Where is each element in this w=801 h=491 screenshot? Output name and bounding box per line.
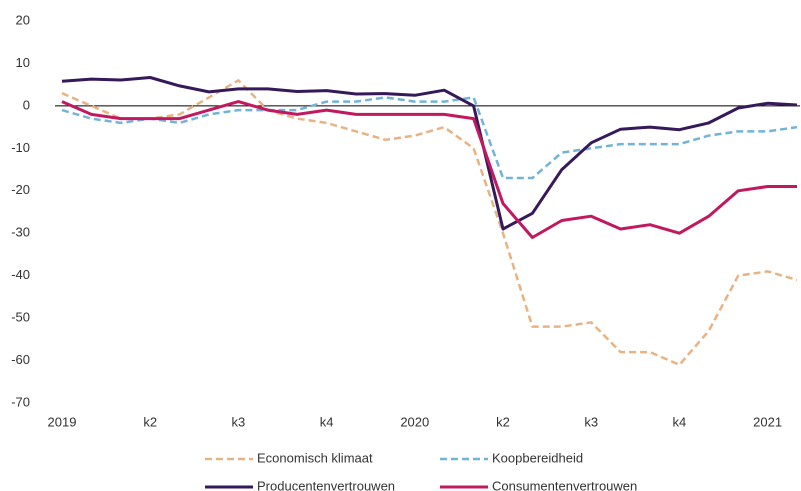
x-tick-label: k4	[673, 414, 687, 429]
x-tick-label: k4	[320, 414, 334, 429]
series-line	[61, 79, 798, 367]
x-tick-label: k2	[496, 414, 510, 429]
y-tick-label: 20	[16, 12, 30, 27]
x-tick-label: k3	[584, 414, 598, 429]
y-tick-label: -30	[11, 225, 30, 240]
x-tick-label: 2020	[400, 414, 429, 429]
legend-label: Koopbereidheid	[492, 450, 583, 465]
series-line	[61, 76, 798, 231]
x-tick-label: k3	[232, 414, 246, 429]
legend-label: Consumentenvertrouwen	[492, 478, 637, 491]
series-line	[61, 100, 797, 239]
y-tick-label: -50	[11, 310, 30, 325]
y-tick-label: 10	[16, 55, 30, 70]
y-tick-label: -60	[11, 352, 30, 367]
y-tick-label: -10	[11, 140, 30, 155]
series-line	[61, 96, 798, 180]
y-tick-label: -40	[11, 267, 30, 282]
x-tick-label: 2021	[753, 414, 782, 429]
y-tick-label: 0	[23, 97, 30, 112]
legend-label: Economisch klimaat	[257, 450, 373, 465]
x-tick-label: k2	[143, 414, 157, 429]
y-tick-label: -70	[11, 394, 30, 409]
x-tick-label: 2019	[48, 414, 77, 429]
legend-label: Producentenvertrouwen	[257, 478, 395, 491]
y-tick-label: -20	[11, 182, 30, 197]
